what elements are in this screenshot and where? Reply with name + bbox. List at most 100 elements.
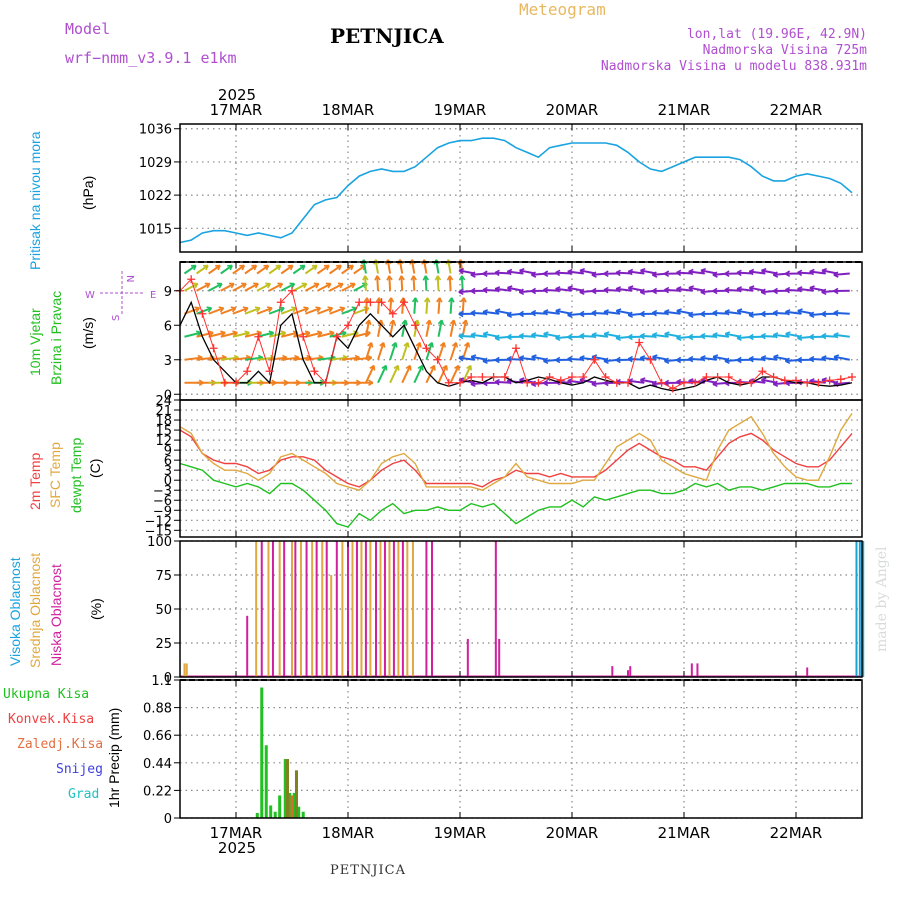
wind-arrow (413, 297, 417, 314)
wind-arrowhead (415, 341, 422, 348)
wind-arrow (329, 331, 347, 338)
cloud-bar-low (294, 541, 297, 677)
wind-arrow (531, 355, 548, 361)
wind-arrowhead (518, 288, 525, 296)
wind-arrow (196, 356, 215, 361)
wind-arrowhead (339, 306, 346, 313)
wind-gust-marker (836, 375, 845, 384)
wind-arrowhead (462, 319, 469, 326)
wind-arrow (821, 269, 838, 275)
wind-arrow (425, 365, 436, 384)
wind-arrow (567, 379, 584, 384)
wind-arrow (436, 275, 440, 291)
footer-station: PETNJICA (330, 863, 406, 878)
wind-arrowhead (530, 271, 537, 278)
wind-arrow (184, 307, 200, 315)
precip-bar-total (273, 811, 277, 818)
ytick-label: 9 (164, 285, 172, 300)
wind-arrowhead (543, 309, 549, 316)
wind-arrowhead (603, 331, 610, 338)
wind-arrow (567, 270, 584, 275)
altitude-label: Nadmorska Visina 725m (702, 43, 867, 58)
wind-gust-marker (467, 373, 476, 381)
wind-arrow (700, 269, 717, 275)
wind-arrow (232, 264, 245, 275)
wind-arrowhead (760, 332, 766, 340)
wind-arrowhead (639, 355, 646, 362)
wind-arrow (555, 287, 572, 292)
wind-gust-marker (545, 373, 554, 381)
wind-arrow (364, 319, 371, 337)
wind-arrowhead (748, 311, 754, 319)
compass-s: S (111, 315, 122, 321)
wind-arrow (688, 286, 705, 292)
wind-arrowhead (663, 286, 670, 294)
wind-arrow (353, 356, 372, 361)
wind-arrowhead (403, 341, 410, 348)
wind-gust-marker (803, 378, 812, 387)
wind-arrowhead (809, 285, 815, 292)
wind-arrowhead (411, 297, 419, 303)
wind-gust-marker (579, 373, 588, 381)
wind-arrowhead (405, 364, 412, 371)
wind-arrow (460, 275, 464, 291)
ytick-label: 6 (164, 454, 172, 469)
precip-bar-total (297, 806, 301, 818)
wind-arrow (196, 307, 212, 315)
wind-arrow (280, 264, 294, 275)
ytick-label: −12 (145, 514, 172, 529)
cloud-bar-mid (183, 663, 186, 677)
wind-arrowhead (651, 309, 658, 317)
wind-arrow (437, 319, 443, 337)
xtick-label-bottom: 20MAR (546, 824, 599, 842)
wind-arrow (208, 264, 221, 275)
cloud-bar-mid (411, 541, 414, 677)
wind-arrowhead (458, 288, 464, 296)
cloud-bar-low (375, 541, 377, 677)
wind-gust-marker (601, 373, 610, 381)
wind-arrowhead (506, 311, 513, 319)
wind-arrowhead (368, 379, 374, 386)
wind-arrowhead (821, 355, 827, 362)
wind-arrowhead (228, 282, 235, 289)
wind-arrowhead (449, 319, 457, 326)
wind-arrowhead (809, 333, 815, 341)
wind-arrowhead (676, 286, 682, 293)
wind-arrowhead (579, 355, 585, 362)
year-label-bottom: 2025 (218, 839, 256, 857)
wind-arrow (833, 272, 850, 276)
cloud-bar-low (629, 666, 632, 677)
wind-arrowhead (676, 356, 682, 364)
wind-arrowhead (664, 357, 670, 365)
wind-arrow (232, 307, 249, 315)
wind-arrowhead (365, 319, 372, 326)
ytick-label: 0.88 (143, 702, 172, 717)
wind-arrowhead (579, 332, 585, 340)
wind-arrow (269, 356, 288, 361)
wind-arrowhead (494, 378, 500, 386)
wind-arrowhead (325, 282, 332, 289)
wind-gust-marker (433, 355, 442, 364)
wind-arrow (244, 307, 261, 315)
wind-arrowhead (470, 287, 476, 295)
wind-arrow (470, 333, 488, 338)
wind-arrowhead (379, 341, 386, 348)
xtick-label-bottom: 22MAR (770, 824, 823, 842)
wind-arrow (449, 365, 460, 384)
wind-gust-marker (691, 378, 700, 387)
cloud-bar-low (806, 667, 809, 677)
wind-arrow (184, 356, 203, 361)
wind-arrowhead (203, 264, 209, 271)
wind-arrowhead (266, 306, 273, 313)
precip-bar-olive (294, 770, 298, 818)
wind-arrowhead (712, 287, 718, 295)
wind-arrow (208, 307, 224, 315)
wind-arrowhead (627, 333, 633, 341)
wind-arrowhead (470, 332, 476, 339)
wind-arrowhead (518, 310, 525, 318)
wind-arrow (377, 342, 385, 361)
wind-arrow (652, 333, 669, 338)
ytick-label: 21 (155, 404, 172, 419)
wind-arrowhead (724, 270, 730, 277)
wind-arrowhead (543, 286, 549, 294)
